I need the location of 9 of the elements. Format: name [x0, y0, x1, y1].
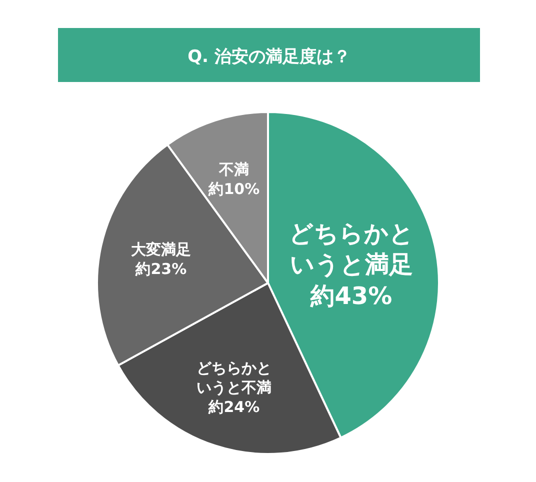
slice-label: 不満	[218, 160, 250, 178]
chart-title: Q. 治安の満足度は？	[188, 47, 350, 67]
slice-label: どちらかというと不満	[196, 358, 272, 396]
slice-label: 大変満足	[131, 240, 192, 259]
data-label: 約43%	[310, 282, 392, 310]
data-label: 約24%	[208, 398, 260, 416]
slice-label: どちらかというと満足	[288, 220, 414, 279]
data-label: 約23%	[134, 260, 187, 278]
data-label: 約10%	[208, 180, 260, 198]
